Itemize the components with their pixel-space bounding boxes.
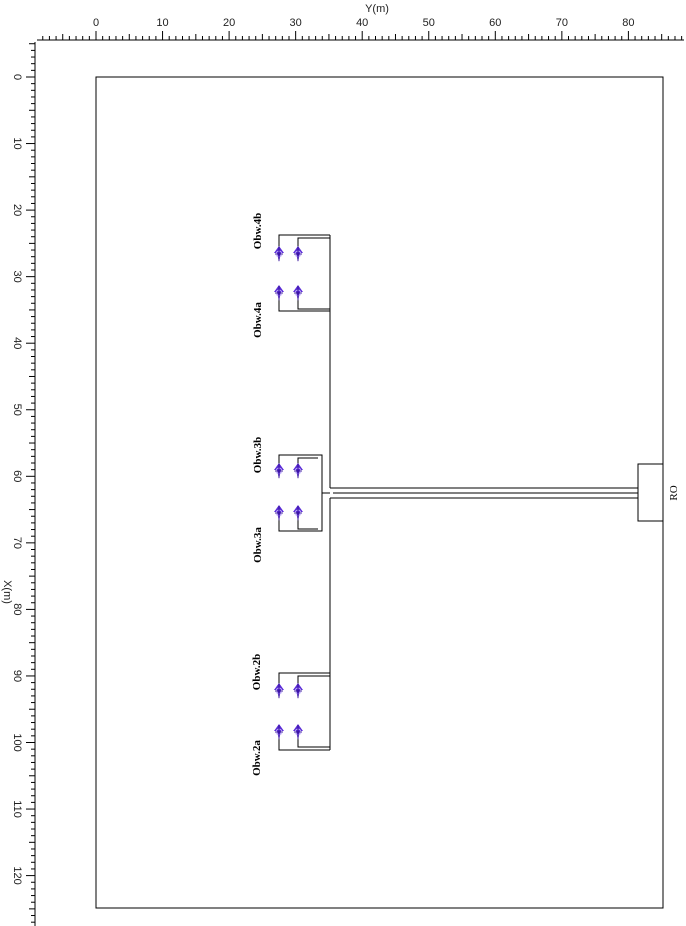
y-axis-title: Y(m) (365, 3, 389, 15)
left-tick-label: 20 (11, 204, 23, 216)
left-tick-label: 110 (11, 800, 23, 818)
top-tick-label: 30 (290, 17, 302, 29)
left-tick-label: 70 (11, 537, 23, 549)
left-tick-label: 60 (11, 470, 23, 482)
ro-unit[interactable] (637, 463, 664, 522)
well-label-4a: Obw.4a (252, 302, 264, 338)
well-marker-icon[interactable] (274, 285, 284, 301)
left-tick-label: 40 (11, 337, 23, 349)
pipe-4a-inner (297, 293, 330, 310)
pipe-2b-inner (297, 675, 330, 691)
well-marker-icon[interactable] (293, 246, 303, 262)
top-tick-label: 0 (93, 17, 99, 29)
well-marker-icon[interactable] (274, 505, 284, 521)
well-marker-icon[interactable] (274, 246, 284, 262)
left-tick-label: 90 (11, 670, 23, 682)
well-marker-icon[interactable] (274, 463, 284, 479)
top-tick-label: 80 (622, 17, 634, 29)
left-tick-label: 10 (11, 137, 23, 149)
pipe-2a-inner (297, 732, 330, 748)
well-marker-icon[interactable] (293, 505, 303, 521)
top-tick-label: 20 (223, 17, 235, 29)
pipe-4b-inner (297, 237, 330, 254)
pipe-3a-outer (278, 493, 323, 532)
left-ruler: 0 10 20 30 40 50 60 70 80 90 100 110 120 (11, 42, 36, 926)
well-marker-icon[interactable] (274, 683, 284, 699)
ro-label: RO (668, 485, 680, 500)
left-tick-label: 30 (11, 271, 23, 283)
well-label-2b: Obw.2b (251, 654, 263, 690)
well-marker-icon[interactable] (293, 463, 303, 479)
top-tick-label: 60 (489, 17, 501, 29)
left-tick-label: 80 (11, 603, 23, 615)
piping (278, 234, 638, 751)
top-tick-label: 50 (423, 17, 435, 29)
well-label-3a: Obw.3a (252, 527, 264, 563)
well-marker-icon[interactable] (274, 724, 284, 740)
well-label-2a: Obw.2a (251, 740, 263, 776)
pipe-3b-outer (278, 454, 323, 493)
pipe-3a-inner (297, 513, 318, 530)
well-marker-icon[interactable] (293, 683, 303, 699)
pipe-4a-outer (278, 293, 330, 312)
well-marker-icon[interactable] (293, 724, 303, 740)
well-label-3b: Obw.3b (252, 437, 264, 473)
well-label-4b: Obw.4b (252, 213, 264, 249)
left-tick-label: 100 (11, 733, 23, 751)
top-tick-label: 10 (156, 17, 168, 29)
top-tick-label: 70 (556, 17, 568, 29)
left-tick-label: 50 (11, 404, 23, 416)
left-tick-label: 0 (11, 74, 23, 80)
top-tick-label: 40 (356, 17, 368, 29)
well-markers (274, 246, 303, 740)
left-tick-label: 120 (11, 866, 23, 884)
top-ruler: 0 10 20 30 40 50 60 70 80 (37, 17, 684, 41)
x-axis-title: X(m) (1, 580, 13, 604)
well-marker-icon[interactable] (293, 285, 303, 301)
